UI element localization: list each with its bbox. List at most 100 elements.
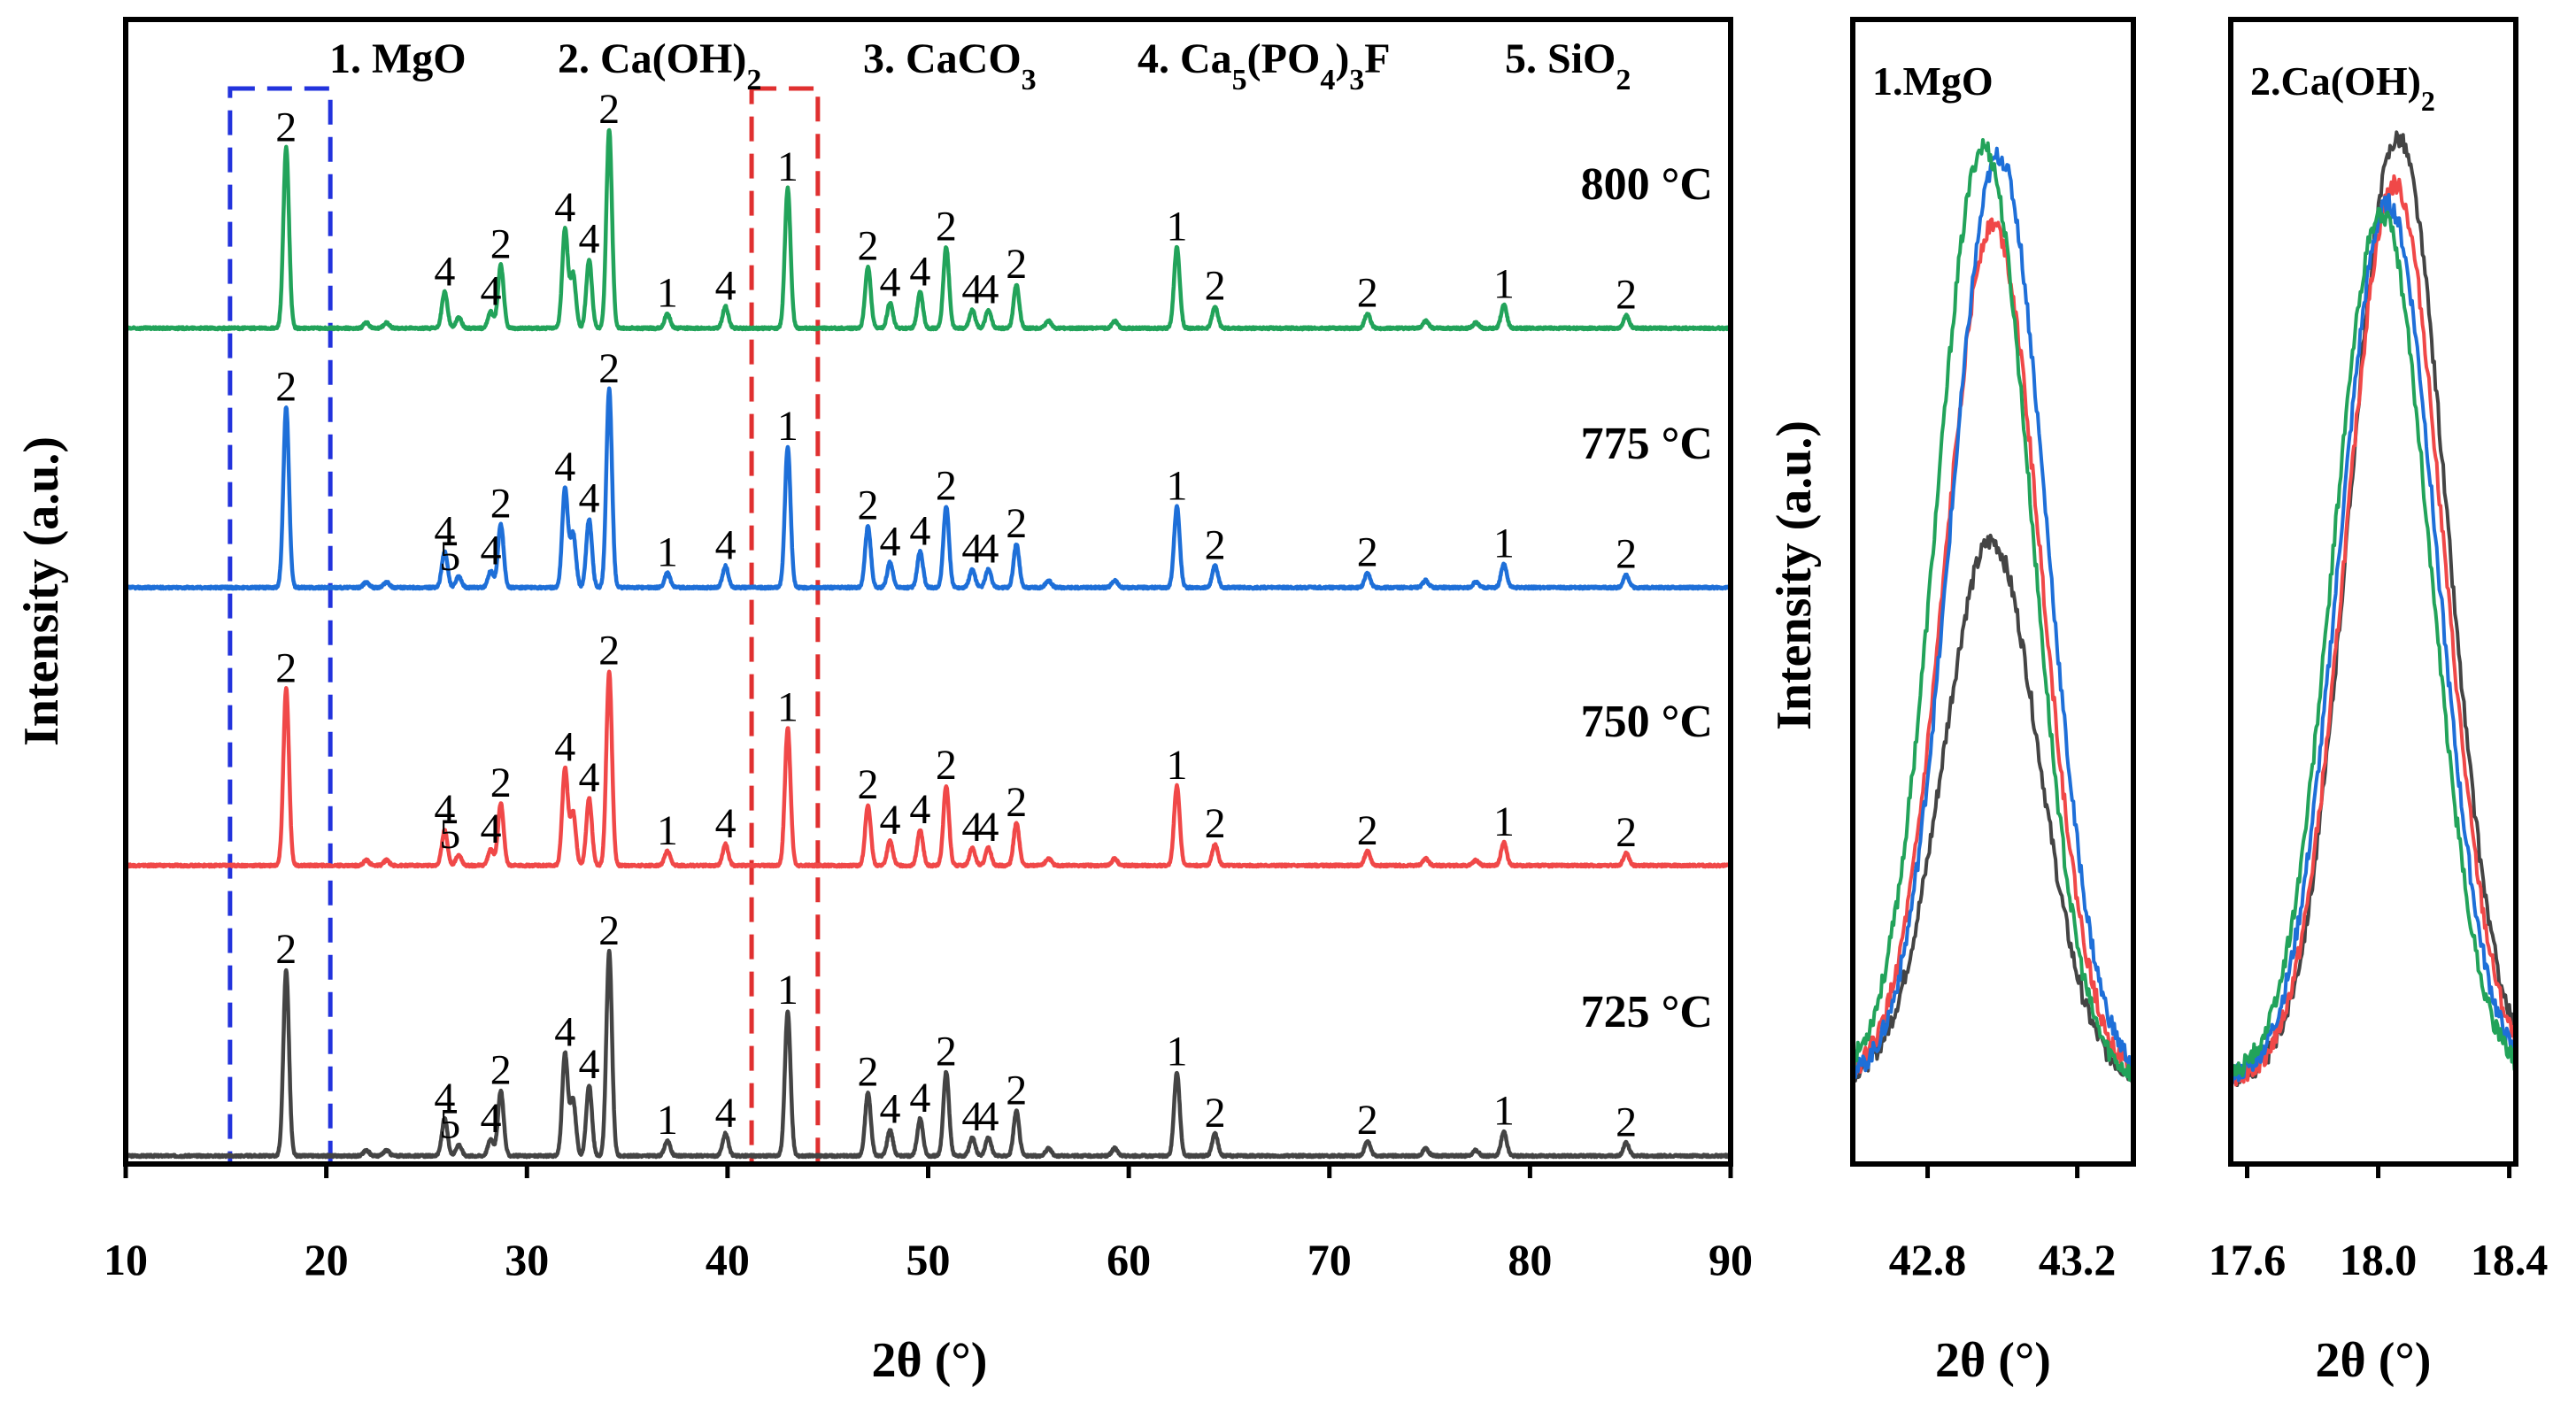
peak-label: 4 bbox=[480, 268, 501, 315]
peak-label: 4 bbox=[579, 754, 600, 801]
peak-label: 2 bbox=[275, 363, 297, 410]
peak-label: 4 bbox=[961, 526, 983, 573]
mgo-inset-panel: 1.MgO 42.8 43.2 2θ (°) Intensity (a.u.) bbox=[1767, 17, 2136, 1388]
peak-label: 2 bbox=[936, 742, 957, 789]
peak-label: 2 bbox=[1616, 1099, 1637, 1145]
peak-label: 2 bbox=[490, 1046, 512, 1093]
peak-label: 4 bbox=[579, 216, 600, 263]
peak-label: 4 bbox=[480, 1095, 501, 1142]
x-tick-label: 50 bbox=[906, 1235, 951, 1284]
peak-label: 4 bbox=[909, 248, 930, 295]
peak-label: 4 bbox=[554, 443, 575, 490]
peak-label: 4 bbox=[961, 804, 983, 851]
peak-label: 2 bbox=[1006, 1068, 1027, 1114]
peak-label: 1 bbox=[657, 529, 678, 576]
peak-label: 4 bbox=[977, 266, 999, 313]
inset-title: 1.MgO bbox=[1872, 58, 1994, 104]
peak-label: 2 bbox=[275, 104, 297, 150]
peak-label: 4 bbox=[961, 1093, 983, 1140]
inset-series-line bbox=[2229, 174, 2518, 1088]
peak-label: 4 bbox=[879, 258, 900, 305]
peak-label: 2 bbox=[490, 759, 512, 806]
peak-label: 4 bbox=[879, 518, 900, 565]
peak-label: 4 bbox=[715, 800, 737, 847]
peak-label: 4 bbox=[554, 1008, 575, 1055]
inset-plot-frame bbox=[2228, 17, 2518, 1167]
peak-label: 2 bbox=[1205, 263, 1226, 310]
x-tick-label: 70 bbox=[1307, 1235, 1352, 1284]
peak-label: 2 bbox=[858, 1049, 879, 1096]
peak-label: 4 bbox=[879, 797, 900, 844]
peak-label: 2 bbox=[1357, 1097, 1378, 1144]
peak-label: 2 bbox=[490, 221, 512, 268]
x-tick-label: 90 bbox=[1708, 1235, 1753, 1284]
peak-label: 1 bbox=[777, 683, 798, 730]
peak-label: 1 bbox=[1493, 261, 1515, 308]
legend-phase-4: 4. Ca5(PO4)3F bbox=[1138, 35, 1391, 96]
peak-label: 1 bbox=[1493, 798, 1515, 845]
series-line-800 bbox=[123, 127, 1732, 332]
peak-label: 2 bbox=[1006, 241, 1027, 288]
peak-label: 1 bbox=[1167, 203, 1188, 250]
x-tick-label: 30 bbox=[505, 1235, 549, 1284]
peak-label: 2 bbox=[1006, 500, 1027, 547]
peak-label: 4 bbox=[977, 1093, 999, 1140]
inset-series-line bbox=[2229, 193, 2518, 1086]
peak-label: 2 bbox=[1205, 522, 1226, 569]
peak-label: 5 bbox=[439, 1100, 460, 1147]
peak-label: 1 bbox=[657, 1097, 678, 1144]
peak-label: 4 bbox=[480, 528, 501, 574]
peak-label: 2 bbox=[598, 907, 620, 954]
caoh2-inset-panel: 2.Ca(OH)2 17.6 18.0 18.4 2θ (°) bbox=[2209, 17, 2549, 1388]
peak-label: 2 bbox=[936, 203, 957, 250]
peak-label: 2 bbox=[598, 345, 620, 392]
peak-label: 1 bbox=[1167, 462, 1188, 509]
x-tick-label: 20 bbox=[305, 1235, 349, 1284]
x-tick-label: 40 bbox=[706, 1235, 750, 1284]
peak-label: 2 bbox=[1357, 807, 1378, 854]
peak-label: 2 bbox=[598, 628, 620, 675]
peak-label: 2 bbox=[1357, 270, 1378, 317]
peak-label: 1 bbox=[1493, 520, 1515, 567]
inset-y-axis-title: Intensity (a.u.) bbox=[1767, 420, 1822, 730]
inset-series-line bbox=[1852, 533, 2135, 1084]
peak-label: 1 bbox=[1493, 1088, 1515, 1135]
series-line-750 bbox=[123, 669, 1733, 869]
peak-label: 4 bbox=[579, 1041, 600, 1088]
x-tick-label: 80 bbox=[1508, 1235, 1552, 1284]
inset-x-axis-title: 2θ (°) bbox=[1935, 1333, 2051, 1388]
peak-label: 4 bbox=[909, 1075, 930, 1122]
peak-label: 5 bbox=[439, 811, 460, 858]
peak-label: 1 bbox=[777, 967, 798, 1014]
peak-label: 4 bbox=[715, 522, 737, 569]
peak-label: 2 bbox=[1616, 272, 1637, 319]
peak-label: 1 bbox=[1167, 742, 1188, 789]
peak-label: 1 bbox=[777, 403, 798, 450]
series-line-775 bbox=[124, 386, 1732, 591]
peak-label: 2 bbox=[1616, 531, 1637, 578]
peak-label: 2 bbox=[1205, 1090, 1226, 1137]
peak-label: 2 bbox=[936, 1029, 957, 1075]
peak-label: 4 bbox=[977, 526, 999, 573]
peak-label: 1 bbox=[657, 270, 678, 317]
inset-title: 2.Ca(OH)2 bbox=[2250, 58, 2435, 117]
peak-label: 4 bbox=[579, 475, 600, 522]
peak-label: 1 bbox=[777, 143, 798, 190]
peak-label: 4 bbox=[715, 263, 737, 310]
inset-x-tick-label: 18.4 bbox=[2471, 1235, 2549, 1284]
peak-label: 2 bbox=[1357, 529, 1378, 576]
legend-phase-1: 1. MgO bbox=[329, 35, 467, 82]
peak-label: 2 bbox=[275, 645, 297, 692]
peak-label: 4 bbox=[977, 804, 999, 851]
inset-x-tick-label: 43.2 bbox=[2039, 1235, 2117, 1284]
peak-label: 4 bbox=[554, 184, 575, 231]
inset-plot-frame bbox=[1850, 17, 2136, 1167]
peak-label: 1 bbox=[657, 807, 678, 854]
peak-label: 2 bbox=[858, 761, 879, 808]
series-line-725 bbox=[124, 948, 1732, 1160]
peak-label: 4 bbox=[961, 266, 983, 313]
main-plot-frame bbox=[123, 17, 1733, 1167]
inset-series-line bbox=[2229, 206, 2518, 1077]
